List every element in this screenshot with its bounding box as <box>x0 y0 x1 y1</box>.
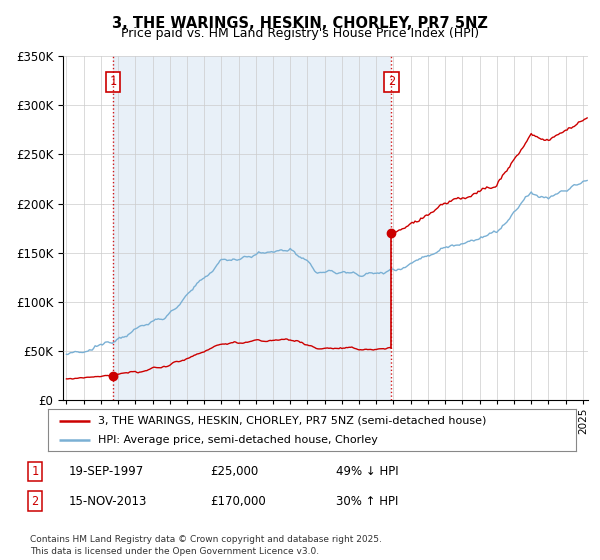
Text: HPI: Average price, semi-detached house, Chorley: HPI: Average price, semi-detached house,… <box>98 435 378 445</box>
Text: Price paid vs. HM Land Registry's House Price Index (HPI): Price paid vs. HM Land Registry's House … <box>121 27 479 40</box>
Text: 49% ↓ HPI: 49% ↓ HPI <box>336 465 398 478</box>
Text: 19-SEP-1997: 19-SEP-1997 <box>69 465 144 478</box>
Text: 3, THE WARINGS, HESKIN, CHORLEY, PR7 5NZ (semi-detached house): 3, THE WARINGS, HESKIN, CHORLEY, PR7 5NZ… <box>98 416 487 426</box>
Text: 2: 2 <box>31 494 38 508</box>
Text: 1: 1 <box>31 465 38 478</box>
Text: 3, THE WARINGS, HESKIN, CHORLEY, PR7 5NZ: 3, THE WARINGS, HESKIN, CHORLEY, PR7 5NZ <box>112 16 488 31</box>
Text: 30% ↑ HPI: 30% ↑ HPI <box>336 494 398 508</box>
Text: Contains HM Land Registry data © Crown copyright and database right 2025.
This d: Contains HM Land Registry data © Crown c… <box>30 535 382 556</box>
Text: 1: 1 <box>110 76 117 88</box>
Text: 2: 2 <box>388 76 395 88</box>
Bar <box>113 56 391 400</box>
Text: £25,000: £25,000 <box>210 465 258 478</box>
Text: £170,000: £170,000 <box>210 494 266 508</box>
Text: 15-NOV-2013: 15-NOV-2013 <box>69 494 148 508</box>
